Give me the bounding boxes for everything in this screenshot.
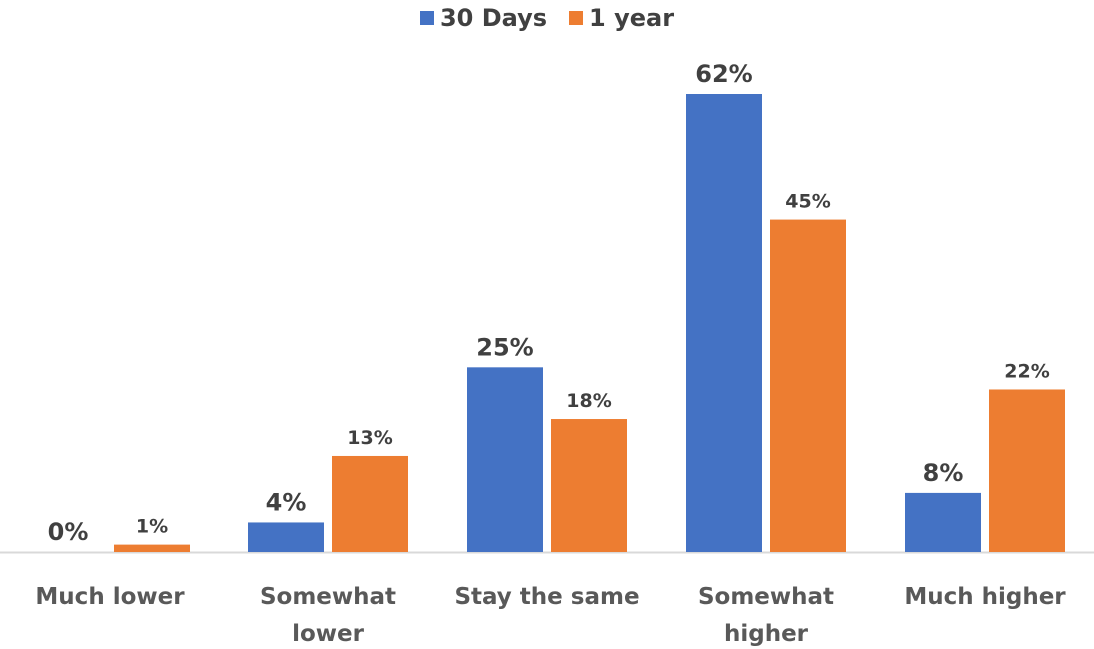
bar-30-days-2 xyxy=(467,367,543,552)
category-label-4-line-0: Much higher xyxy=(904,584,1066,610)
category-label-3-line-0: Somewhat xyxy=(698,584,834,610)
legend: 30 Days 1 year xyxy=(0,4,1094,32)
data-label-1-year-2: 18% xyxy=(566,390,611,412)
category-label-1-line-0: Somewhat xyxy=(260,584,396,610)
data-label-1-year-0: 1% xyxy=(136,516,168,538)
data-label-1-year-4: 22% xyxy=(1004,360,1049,382)
data-label-30-days-3: 62% xyxy=(695,60,752,88)
data-label-30-days-2: 25% xyxy=(476,333,533,361)
bar-1-year-3 xyxy=(770,219,846,553)
data-label-30-days-0: 0% xyxy=(48,518,89,546)
category-label-0-line-0: Much lower xyxy=(35,584,185,610)
legend-label-30-days: 30 Days xyxy=(439,4,548,32)
bar-30-days-1 xyxy=(248,522,324,552)
bar-1-year-1 xyxy=(332,455,408,552)
legend-swatch-1-year xyxy=(569,11,584,25)
bar-1-year-0 xyxy=(114,544,190,552)
data-label-1-year-3: 45% xyxy=(785,191,830,213)
data-label-1-year-1: 13% xyxy=(347,427,392,449)
bar-30-days-3 xyxy=(686,94,762,552)
category-label-2-line-0: Stay the same xyxy=(454,584,639,610)
data-label-30-days-1: 4% xyxy=(266,488,307,516)
legend-item-30-days: 30 Days xyxy=(419,4,548,32)
legend-item-1-year: 1 year xyxy=(569,4,674,32)
data-label-30-days-4: 8% xyxy=(923,459,964,487)
bar-1-year-4 xyxy=(989,389,1065,552)
legend-label-1-year: 1 year xyxy=(589,4,675,32)
category-label-1-line-1: lower xyxy=(292,621,365,647)
legend-swatch-30-days xyxy=(419,11,434,25)
category-label-3-line-1: higher xyxy=(724,621,809,647)
bar-1-year-2 xyxy=(551,419,627,552)
bar-30-days-4 xyxy=(905,492,981,552)
